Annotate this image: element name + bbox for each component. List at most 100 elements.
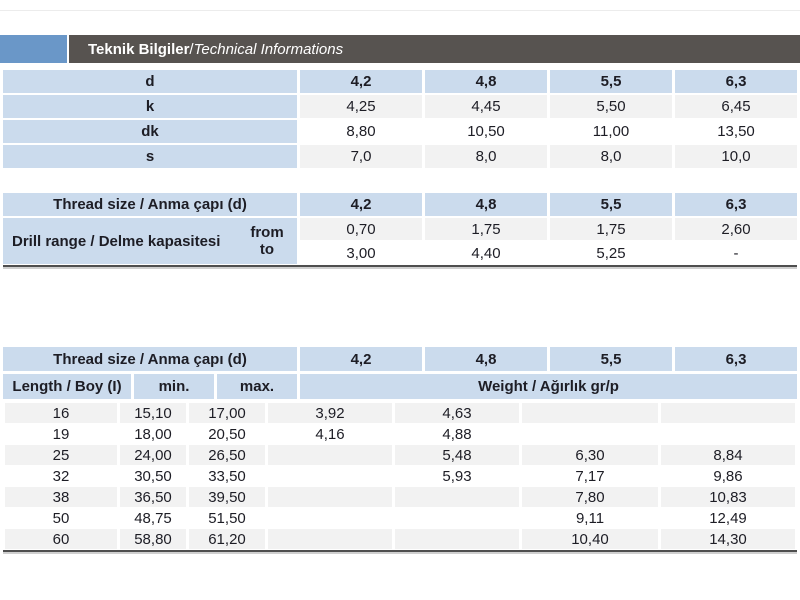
table-row: d 4,2 4,8 5,5 6,3 xyxy=(3,70,797,93)
drill-range-label-cell: Drill range / Delme kapasitesi from to xyxy=(3,218,297,264)
thread-size-label-cell: Thread size / Anma çapı (d) xyxy=(3,347,297,371)
weight-cell xyxy=(395,487,519,507)
value-cell: 6,45 xyxy=(675,95,797,118)
brand-accent-square xyxy=(0,35,67,63)
column-header-cell: 5,5 xyxy=(550,193,672,216)
weight-cell: 4,63 xyxy=(395,403,519,423)
top-divider-line xyxy=(0,10,800,11)
length-cell: 60 xyxy=(5,529,117,549)
value-cell: 7,0 xyxy=(300,145,422,168)
drill-from-row: 0,70 1,75 1,75 2,60 xyxy=(300,218,797,240)
title-bar: Teknik Bilgiler / Technical Informations xyxy=(0,35,800,63)
weight-cell xyxy=(661,403,795,423)
weight-cell: 9,11 xyxy=(522,508,658,528)
length-cell: 50 xyxy=(5,508,117,528)
from-value-cell: 0,70 xyxy=(300,218,422,240)
weight-cell xyxy=(268,529,392,549)
length-cell: 25 xyxy=(5,445,117,465)
weight-cell xyxy=(522,424,658,444)
column-header-cell: 6,3 xyxy=(675,193,797,216)
drill-range-table: Thread size / Anma çapı (d) 4,2 4,8 5,5 6,3 … xyxy=(3,193,797,266)
row-label-cell: s xyxy=(3,145,297,168)
table-row: dk 8,80 10,50 11,00 13,50 xyxy=(3,120,797,143)
value-cell: 4,25 xyxy=(300,95,422,118)
table-subheader-row: Length / Boy (I) min. max. Weight / Ağır… xyxy=(3,374,797,399)
max-cell: 26,50 xyxy=(189,445,265,465)
from-value-cell: 1,75 xyxy=(550,218,672,240)
max-cell: 20,50 xyxy=(189,424,265,444)
weight-cell: 9,86 xyxy=(661,466,795,486)
weight-cell: 4,16 xyxy=(268,424,392,444)
table-row: 32 30,50 33,50 5,93 7,17 9,86 xyxy=(5,466,795,486)
weight-cell: 10,40 xyxy=(522,529,658,549)
weight-cell: 12,49 xyxy=(661,508,795,528)
min-cell: 58,80 xyxy=(120,529,186,549)
max-column-header: max. xyxy=(217,374,297,399)
to-label: to xyxy=(259,241,275,258)
table-header-row: Thread size / Anma çapı (d) 4,2 4,8 5,5 6,3 xyxy=(3,347,797,371)
weight-cell: 5,48 xyxy=(395,445,519,465)
min-cell: 36,50 xyxy=(120,487,186,507)
length-weight-table: Thread size / Anma çapı (d) 4,2 4,8 5,5 6,3 … xyxy=(3,347,797,550)
row-label-cell: d xyxy=(3,70,297,93)
weight-cell: 7,17 xyxy=(522,466,658,486)
column-header-cell: 4,8 xyxy=(425,193,547,216)
to-value-cell: - xyxy=(675,242,797,264)
from-to-labels: from to xyxy=(243,224,291,258)
min-column-header: min. xyxy=(134,374,214,399)
weight-cell xyxy=(268,487,392,507)
table-body: 16 15,10 17,00 3,92 4,63 19 18,00 20,50 4,16 4,88… xyxy=(3,403,797,549)
table-bottom-rule xyxy=(3,550,797,554)
min-cell: 30,50 xyxy=(120,466,186,486)
value-cell: 8,0 xyxy=(550,145,672,168)
column-header-cell: 4,2 xyxy=(300,193,422,216)
row-label-cell: k xyxy=(3,95,297,118)
weight-cell: 14,30 xyxy=(661,529,795,549)
length-cell: 38 xyxy=(5,487,117,507)
table-row: 19 18,00 20,50 4,16 4,88 xyxy=(5,424,795,444)
value-cell: 8,0 xyxy=(425,145,547,168)
weight-cell xyxy=(268,445,392,465)
table-row: 60 58,80 61,20 10,40 14,30 xyxy=(5,529,795,549)
column-header-cell: 6,3 xyxy=(675,347,797,371)
drill-to-row: 3,00 4,40 5,25- xyxy=(300,242,797,264)
row-label-cell: dk xyxy=(3,120,297,143)
from-value-cell: 1,75 xyxy=(425,218,547,240)
value-cell: 10,0 xyxy=(675,145,797,168)
from-label: from xyxy=(250,224,284,241)
drill-range-label: Drill range / Delme kapasitesi xyxy=(12,232,221,250)
table-row: 38 36,50 39,50 7,80 10,83 xyxy=(5,487,795,507)
min-cell: 48,75 xyxy=(120,508,186,528)
max-cell: 39,50 xyxy=(189,487,265,507)
max-cell: 33,50 xyxy=(189,466,265,486)
column-header-cell: 4,2 xyxy=(300,347,422,371)
column-header-cell: 4,2 xyxy=(300,70,422,93)
table-bottom-rule xyxy=(3,265,797,269)
weight-cell: 6,30 xyxy=(522,445,658,465)
min-cell: 18,00 xyxy=(120,424,186,444)
from-value-cell: 2,60 xyxy=(675,218,797,240)
value-cell: 4,45 xyxy=(425,95,547,118)
weight-cell: 5,93 xyxy=(395,466,519,486)
weight-cell xyxy=(661,424,795,444)
value-cell: 5,50 xyxy=(550,95,672,118)
weight-cell: 10,83 xyxy=(661,487,795,507)
table-row: k 4,25 4,45 5,50 6,45 xyxy=(3,95,797,118)
length-cell: 19 xyxy=(5,424,117,444)
weight-column-header: Weight / Ağırlık gr/p xyxy=(300,374,797,399)
column-header-cell: 4,8 xyxy=(425,70,547,93)
drill-range-values: 0,70 1,75 1,75 2,60 3,00 4,40 5,25- xyxy=(300,218,797,266)
table-row: s 7,0 8,0 8,0 10,0 xyxy=(3,145,797,168)
max-cell: 61,20 xyxy=(189,529,265,549)
value-cell: 13,50 xyxy=(675,120,797,143)
thread-size-label-cell: Thread size / Anma çapı (d) xyxy=(3,193,297,216)
length-cell: 32 xyxy=(5,466,117,486)
column-header-cell: 6,3 xyxy=(675,70,797,93)
weight-cell: 4,88 xyxy=(395,424,519,444)
weight-cell: 8,84 xyxy=(661,445,795,465)
page-title-primary: Teknik Bilgiler xyxy=(88,40,190,58)
min-cell: 15,10 xyxy=(120,403,186,423)
weight-cell xyxy=(522,403,658,423)
value-cell: 11,00 xyxy=(550,120,672,143)
max-cell: 51,50 xyxy=(189,508,265,528)
